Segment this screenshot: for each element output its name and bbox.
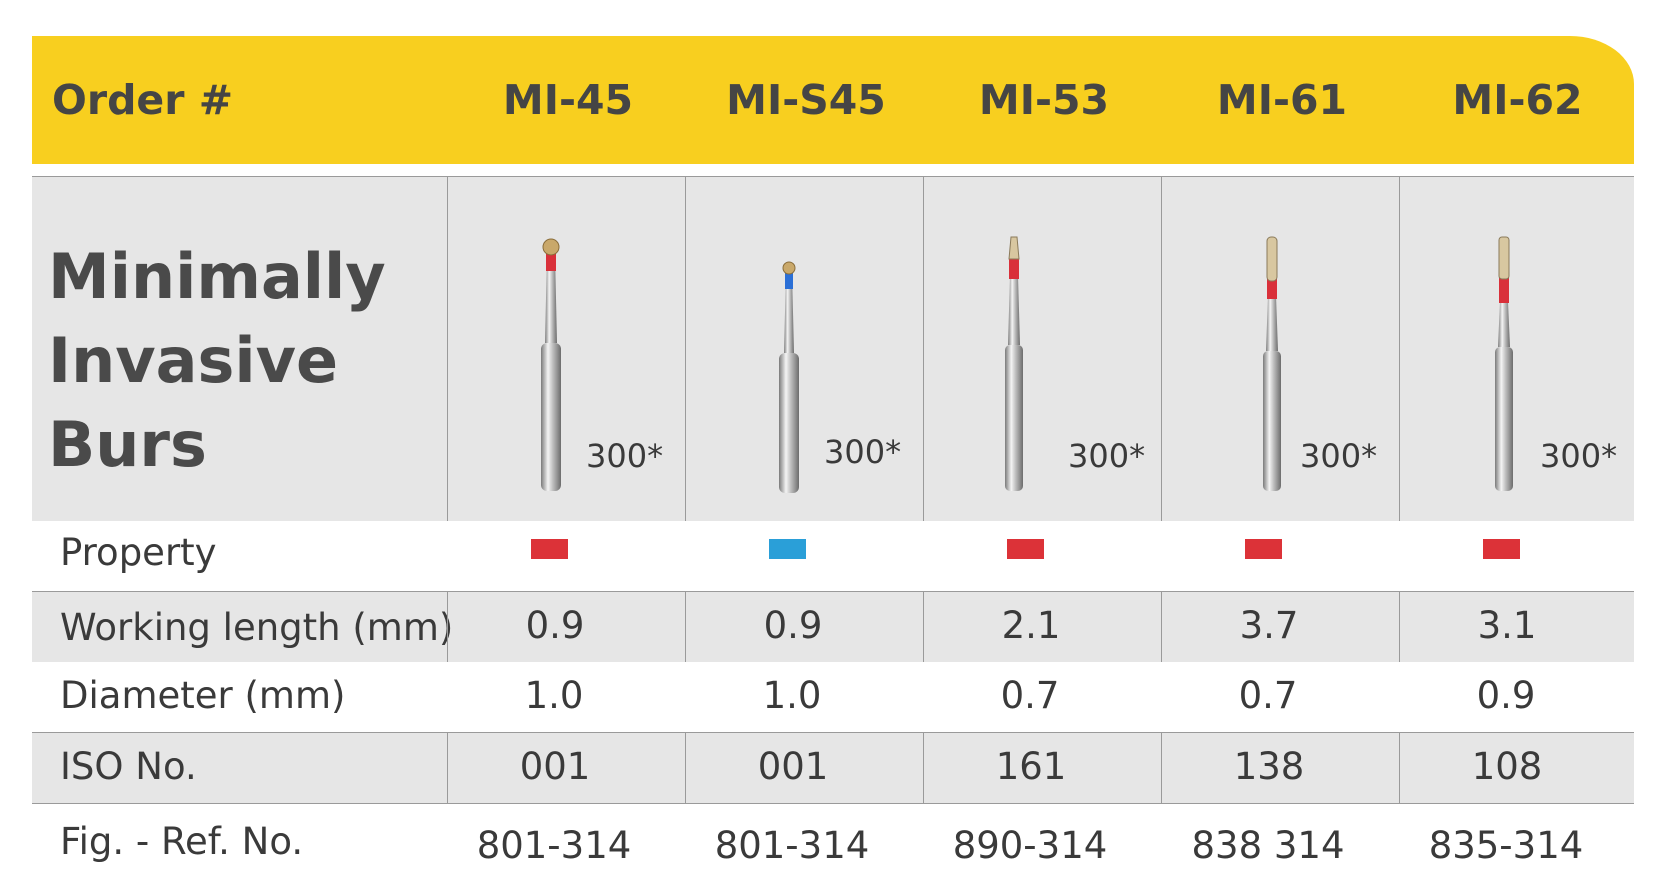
- fig-ref-value: 801-314: [714, 824, 870, 867]
- quantity-label: 300*: [1300, 437, 1378, 475]
- fig-ref-value: 890-314: [952, 824, 1108, 867]
- property-swatch-4: [1245, 539, 1282, 559]
- fig-ref-value: 801-314: [476, 824, 632, 867]
- quantity-label: 300*: [586, 437, 664, 475]
- property-label: Property: [60, 531, 217, 574]
- title-line-3: Burs: [48, 408, 207, 481]
- fig-ref-value: 835-314: [1428, 824, 1584, 867]
- working-length-row: Working length (mm) 0.9 0.9 2.1 3.7 3.1: [32, 591, 1634, 663]
- diameter-value: 0.7: [1238, 674, 1298, 717]
- bur-image-mi-53: [1005, 236, 1023, 491]
- quantity-label: 300*: [1540, 437, 1618, 475]
- bur-cell-2: 300*: [685, 177, 923, 521]
- diameter-label: Diameter (mm): [60, 674, 346, 717]
- bur-band: [785, 271, 793, 289]
- iso-row: ISO No. 001 001 161 138 108: [32, 732, 1634, 804]
- bur-band: [546, 251, 556, 271]
- order-code-mi-53: MI-53: [978, 76, 1110, 124]
- title-line-1: Minimally: [48, 240, 386, 313]
- bur-band: [1499, 277, 1509, 303]
- property-swatch-5: [1483, 539, 1520, 559]
- product-images-row: Minimally Invasive Burs 300* 300*: [32, 176, 1634, 522]
- working-length-value: 0.9: [525, 604, 585, 647]
- diameter-value: 1.0: [762, 674, 822, 717]
- order-code-mi-61: MI-61: [1216, 76, 1348, 124]
- order-code-mi-45: MI-45: [502, 76, 634, 124]
- working-length-value: 0.9: [763, 604, 823, 647]
- bur-band: [1267, 279, 1277, 299]
- order-code-mi-62: MI-62: [1452, 76, 1583, 124]
- bur-image-mi-61: [1263, 236, 1281, 491]
- diameter-value: 0.7: [1000, 674, 1060, 717]
- title-line-2: Invasive: [48, 324, 339, 397]
- quantity-label: 300*: [824, 433, 902, 471]
- bur-cell-1: 300*: [447, 177, 685, 521]
- fig-ref-value: 838 314: [1191, 824, 1345, 867]
- bur-cell-5: 300*: [1399, 177, 1634, 521]
- product-title: Minimally Invasive Burs: [48, 235, 386, 487]
- property-swatch-2: [769, 539, 806, 559]
- fig-ref-label: Fig. - Ref. No.: [60, 820, 304, 863]
- working-length-value: 2.1: [1001, 604, 1061, 647]
- bur-image-mi-62: [1495, 236, 1513, 491]
- bur-image-mi-s45: [779, 261, 799, 493]
- header-band: Order # MI-45 MI-S45 MI-53 MI-61 MI-62: [32, 36, 1634, 164]
- bur-cell-3: 300*: [923, 177, 1161, 521]
- bur-image-mi-45: [541, 238, 561, 491]
- property-swatch-1: [531, 539, 568, 559]
- iso-label: ISO No.: [60, 745, 197, 788]
- iso-value: 001: [519, 745, 591, 788]
- diameter-row: Diameter (mm) 1.0 1.0 0.7 0.7 0.9: [32, 662, 1634, 732]
- diameter-value: 0.9: [1476, 674, 1536, 717]
- property-row: Property: [32, 521, 1634, 591]
- working-length-value: 3.1: [1477, 604, 1537, 647]
- iso-value: 108: [1471, 745, 1543, 788]
- order-code-mi-s45: MI-S45: [726, 76, 886, 124]
- order-label: Order #: [52, 76, 234, 124]
- iso-value: 138: [1233, 745, 1305, 788]
- quantity-label: 300*: [1068, 437, 1146, 475]
- bur-band: [1009, 257, 1019, 279]
- diameter-value: 1.0: [524, 674, 584, 717]
- property-swatch-3: [1007, 539, 1044, 559]
- iso-value: 001: [757, 745, 829, 788]
- working-length-label: Working length (mm): [60, 606, 454, 649]
- bur-cell-4: 300*: [1161, 177, 1399, 521]
- working-length-value: 3.7: [1239, 604, 1299, 647]
- iso-value: 161: [995, 745, 1067, 788]
